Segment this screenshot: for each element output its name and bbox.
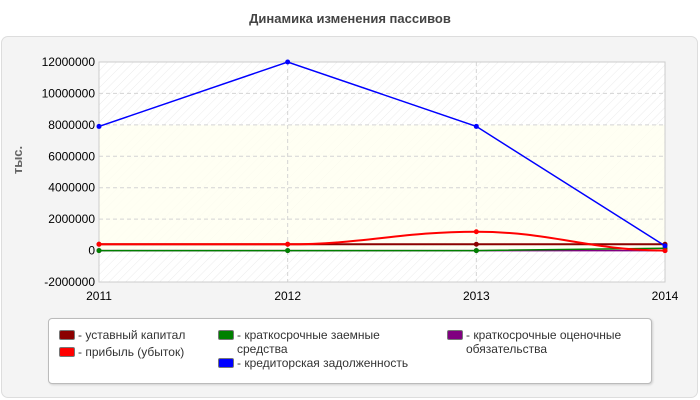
y-tick-label-2: 8000000 xyxy=(48,118,95,132)
legend-swatch-4 xyxy=(447,330,463,340)
y-tick-label-0: 12000000 xyxy=(42,55,96,69)
legend-label-1: - прибыль (убыток) xyxy=(78,345,185,359)
y-tick-label-6: 0 xyxy=(88,244,95,258)
y-axis-title: тыс. xyxy=(10,146,25,174)
plot-frame xyxy=(98,61,666,283)
y-tick-label-4: 4000000 xyxy=(48,181,95,195)
series-1-point-0 xyxy=(96,241,102,247)
x-tick-label-0: 2011 xyxy=(86,289,112,303)
series-0-point-2 xyxy=(473,241,479,247)
legend-swatch-3 xyxy=(218,358,234,368)
series-2-point-0 xyxy=(96,248,102,254)
series-line-2 xyxy=(99,247,666,252)
y-tick-label-7: -2000000 xyxy=(44,275,95,289)
series-3-point-2 xyxy=(473,123,479,129)
x-tick-label-3: 2014 xyxy=(652,289,679,303)
y-tick-label-3: 6000000 xyxy=(48,149,95,163)
legend-label-0: - уставный капитал xyxy=(78,328,186,342)
legend-label-4: - краткосрочные оценочные обязательства xyxy=(466,328,622,356)
series-2-point-1 xyxy=(285,248,291,254)
y-tick-label-5: 2000000 xyxy=(48,212,95,226)
legend-swatch-1 xyxy=(59,347,75,357)
series-3-point-0 xyxy=(96,123,102,129)
legend: - уставный капитал - прибыль (убыток) - … xyxy=(48,318,652,384)
series-1-point-1 xyxy=(285,241,291,247)
legend-swatch-2 xyxy=(218,330,234,340)
series-line-3 xyxy=(98,61,666,247)
legend-label-3: - кредиторская задолженность xyxy=(237,356,409,370)
chart-title: Динамика изменения пассивов xyxy=(249,11,451,26)
y-tick-label-1: 10000000 xyxy=(42,86,96,100)
legend-label-2: - краткосрочные заемные средства xyxy=(237,328,380,356)
legend-swatch-0 xyxy=(59,330,75,340)
series-2-point-2 xyxy=(473,248,479,254)
series-3-point-3 xyxy=(662,243,668,249)
x-tick-label-2: 2013 xyxy=(463,289,490,303)
series-3-point-1 xyxy=(285,59,291,65)
series-1-point-3 xyxy=(662,248,668,254)
series-1-point-2 xyxy=(473,229,479,235)
x-tick-label-1: 2012 xyxy=(274,289,301,303)
series-line-1 xyxy=(98,230,666,252)
